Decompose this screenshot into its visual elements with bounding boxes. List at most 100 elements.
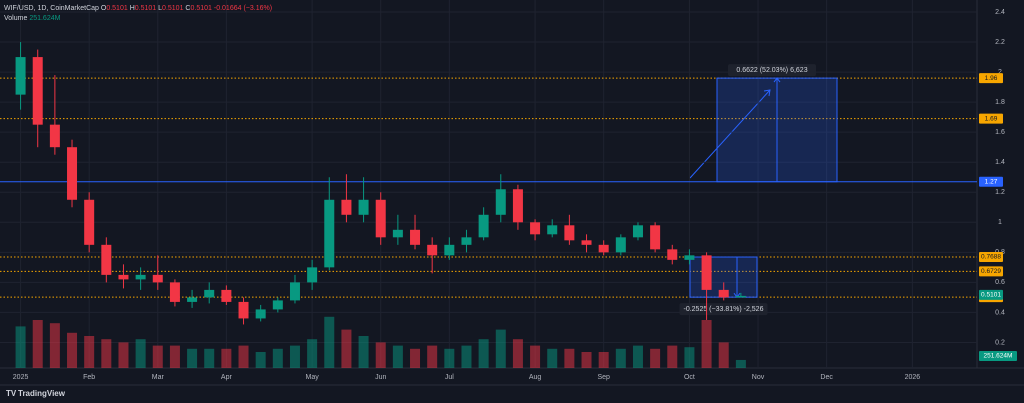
candle-body bbox=[118, 274, 129, 280]
volume-bar bbox=[307, 339, 318, 368]
price-tag bbox=[979, 176, 1003, 187]
y-tick-label: 0.6 bbox=[995, 279, 1005, 286]
candle-body bbox=[512, 189, 523, 223]
volume-bar bbox=[650, 348, 661, 368]
y-tick-label: 1.8 bbox=[995, 99, 1005, 106]
volume-bar bbox=[684, 347, 695, 368]
x-tick-label: Apr bbox=[221, 374, 233, 381]
brand-logo: TV bbox=[6, 389, 17, 398]
candle-body bbox=[650, 225, 661, 250]
trend-line bbox=[689, 89, 771, 179]
x-tick-label: 2025 bbox=[13, 374, 29, 381]
candle-body bbox=[204, 289, 215, 298]
price-tag-label: 0.7688 bbox=[981, 254, 1001, 261]
volume-bar bbox=[84, 336, 95, 368]
price-tag bbox=[979, 266, 1003, 277]
volume-bar bbox=[530, 345, 541, 368]
volume-bar bbox=[358, 336, 369, 368]
ohlc-value: 0.5101 bbox=[190, 5, 212, 12]
price-tag-label: 0.6729 bbox=[981, 268, 1001, 275]
volume-bar bbox=[615, 348, 626, 368]
volume-bar bbox=[735, 359, 746, 368]
candle-body bbox=[392, 229, 403, 238]
candle-body bbox=[547, 225, 558, 235]
y-tick-label: 0.2 bbox=[995, 339, 1005, 346]
candle-body bbox=[307, 267, 318, 283]
price-tag-label: 1.27 bbox=[985, 178, 998, 185]
volume-bar bbox=[169, 345, 180, 368]
y-tick-label: 0.4 bbox=[995, 309, 1005, 316]
volume-bar bbox=[478, 339, 489, 368]
candle-body bbox=[632, 225, 643, 238]
volume-bar bbox=[461, 345, 472, 368]
candle-body bbox=[375, 199, 386, 238]
candle-body bbox=[427, 244, 438, 256]
ohlc-value: 0.5101 bbox=[135, 5, 157, 12]
change: -0.01664 (−3.16%) bbox=[214, 5, 272, 12]
candle-body bbox=[444, 244, 455, 256]
volume-bar bbox=[15, 326, 26, 368]
volume-bar bbox=[495, 329, 506, 368]
candle-body bbox=[15, 57, 26, 95]
candles bbox=[15, 42, 746, 325]
volume-bar bbox=[289, 345, 300, 368]
volume-bar bbox=[581, 352, 592, 368]
y-tick-label: 2.4 bbox=[995, 9, 1005, 16]
candle-body bbox=[169, 282, 180, 302]
candle-body bbox=[358, 199, 369, 215]
candle-body bbox=[564, 225, 575, 241]
brand: TradingView bbox=[18, 389, 66, 398]
volume-bar bbox=[564, 348, 575, 368]
candle-body bbox=[255, 309, 266, 319]
measures: 0.6622 (52.03%) 6,623 -0.2525 (−33.81%) -… bbox=[679, 64, 838, 316]
y-tick-label: 1 bbox=[998, 219, 1002, 226]
ohlc-value: 0.5101 bbox=[106, 5, 128, 12]
volume-tag-label: 251.624M bbox=[984, 353, 1013, 360]
price-tag-label: 0.5101 bbox=[981, 292, 1001, 299]
price-tag bbox=[979, 73, 1003, 84]
volume-bar bbox=[375, 342, 386, 368]
chart-title: WIF/USD, 1D, CoinMarketCap bbox=[4, 5, 99, 12]
candle-body bbox=[49, 124, 60, 148]
candle-body bbox=[478, 214, 489, 238]
volume-bar bbox=[118, 342, 129, 368]
y-tick-label: 1.6 bbox=[995, 129, 1005, 136]
volume-bar bbox=[152, 345, 163, 368]
price-tag-label: 1.69 bbox=[985, 115, 998, 122]
volume-bar bbox=[101, 339, 112, 368]
x-tick-label: Sep bbox=[597, 374, 610, 381]
ohlc-letter: C bbox=[185, 5, 190, 12]
candle-body bbox=[289, 282, 300, 301]
volume-bar bbox=[272, 348, 283, 368]
volume-bar bbox=[632, 345, 643, 368]
volume-bar bbox=[221, 348, 232, 368]
volume-bar bbox=[547, 348, 558, 368]
candle-body bbox=[410, 229, 421, 245]
volume-title: Volume bbox=[4, 15, 27, 22]
y-tick-label: 1.4 bbox=[995, 159, 1005, 166]
candle-body bbox=[598, 244, 609, 253]
volume-bar bbox=[238, 345, 249, 368]
measure-label-box bbox=[728, 64, 816, 77]
volume-value: 251.624M bbox=[29, 15, 60, 22]
ohlc-value: 0.5101 bbox=[162, 5, 184, 12]
volume-bar bbox=[667, 345, 678, 368]
ohlc-letter: L bbox=[158, 5, 162, 12]
x-tick-label: Dec bbox=[820, 374, 833, 381]
candle-body bbox=[84, 199, 95, 245]
x-tick-label: Jun bbox=[375, 374, 386, 381]
y-tick-label: 2 bbox=[998, 69, 1002, 76]
candle-body bbox=[684, 255, 695, 260]
x-tick-label: Oct bbox=[684, 374, 695, 381]
header: WIF/USD, 1D, CoinMarketCap O0.5101 H0.51… bbox=[4, 5, 272, 12]
candle-body bbox=[152, 274, 163, 283]
y-tick-label: 1.2 bbox=[995, 189, 1005, 196]
volume-bar bbox=[512, 339, 523, 368]
candle-body bbox=[581, 240, 592, 245]
volume-bar bbox=[49, 323, 60, 368]
axes: 0.20.40.60.811.21.41.61.822.22.42025FebM… bbox=[13, 9, 1017, 381]
measure-label: -0.2525 (−33.81%) -2,526 bbox=[684, 306, 764, 313]
volume-bars bbox=[15, 316, 746, 368]
candle-body bbox=[324, 199, 335, 268]
